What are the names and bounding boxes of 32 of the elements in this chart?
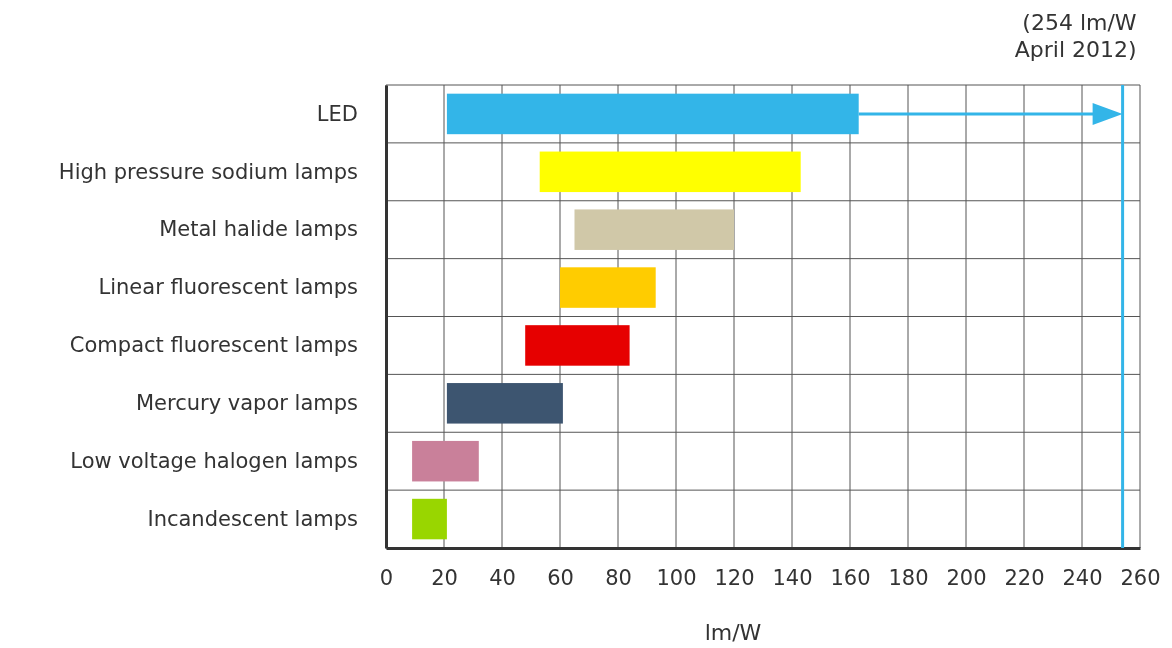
x-tick-label: 200 [946,565,987,590]
bar [574,209,734,250]
x-tick-label: 220 [1004,565,1045,590]
x-tick-label: 100 [656,565,697,590]
x-tick-label: 60 [547,565,574,590]
x-tick-label: 0 [379,565,394,590]
x-tick-label: 260 [1120,565,1161,590]
y-tick-label: Metal halide lamps [159,217,358,242]
x-tick-label: 20 [431,565,458,590]
y-tick-label: High pressure sodium lamps [58,159,358,184]
x-tick-label: 140 [772,565,813,590]
bar [539,151,801,193]
bar [412,440,479,482]
bar [412,498,447,540]
x-tick-label: 180 [888,565,929,590]
x-tick-label: 240 [1062,565,1103,590]
x-tick-label: 160 [830,565,871,590]
y-tick-label: Mercury vapor lamps [135,391,358,416]
ref-line-label: (254 lm/W April 2012) [1014,10,1137,62]
bar [446,93,859,135]
y-tick-label: Low voltage halogen lamps [70,448,358,473]
x-tick-label: 120 [714,565,755,590]
bar [525,325,630,366]
y-tick-label: LED [316,101,358,126]
x-tick-label: 80 [605,565,632,590]
x-axis-title: lm/W [704,620,762,645]
y-tick-label: Compact fluorescent lamps [69,333,358,358]
y-tick-label: Linear fluorescent lamps [98,275,358,300]
bar [560,267,656,308]
x-tick-label: 40 [489,565,516,590]
y-tick-label: Incandescent lamps [147,506,358,531]
bar [446,383,563,424]
